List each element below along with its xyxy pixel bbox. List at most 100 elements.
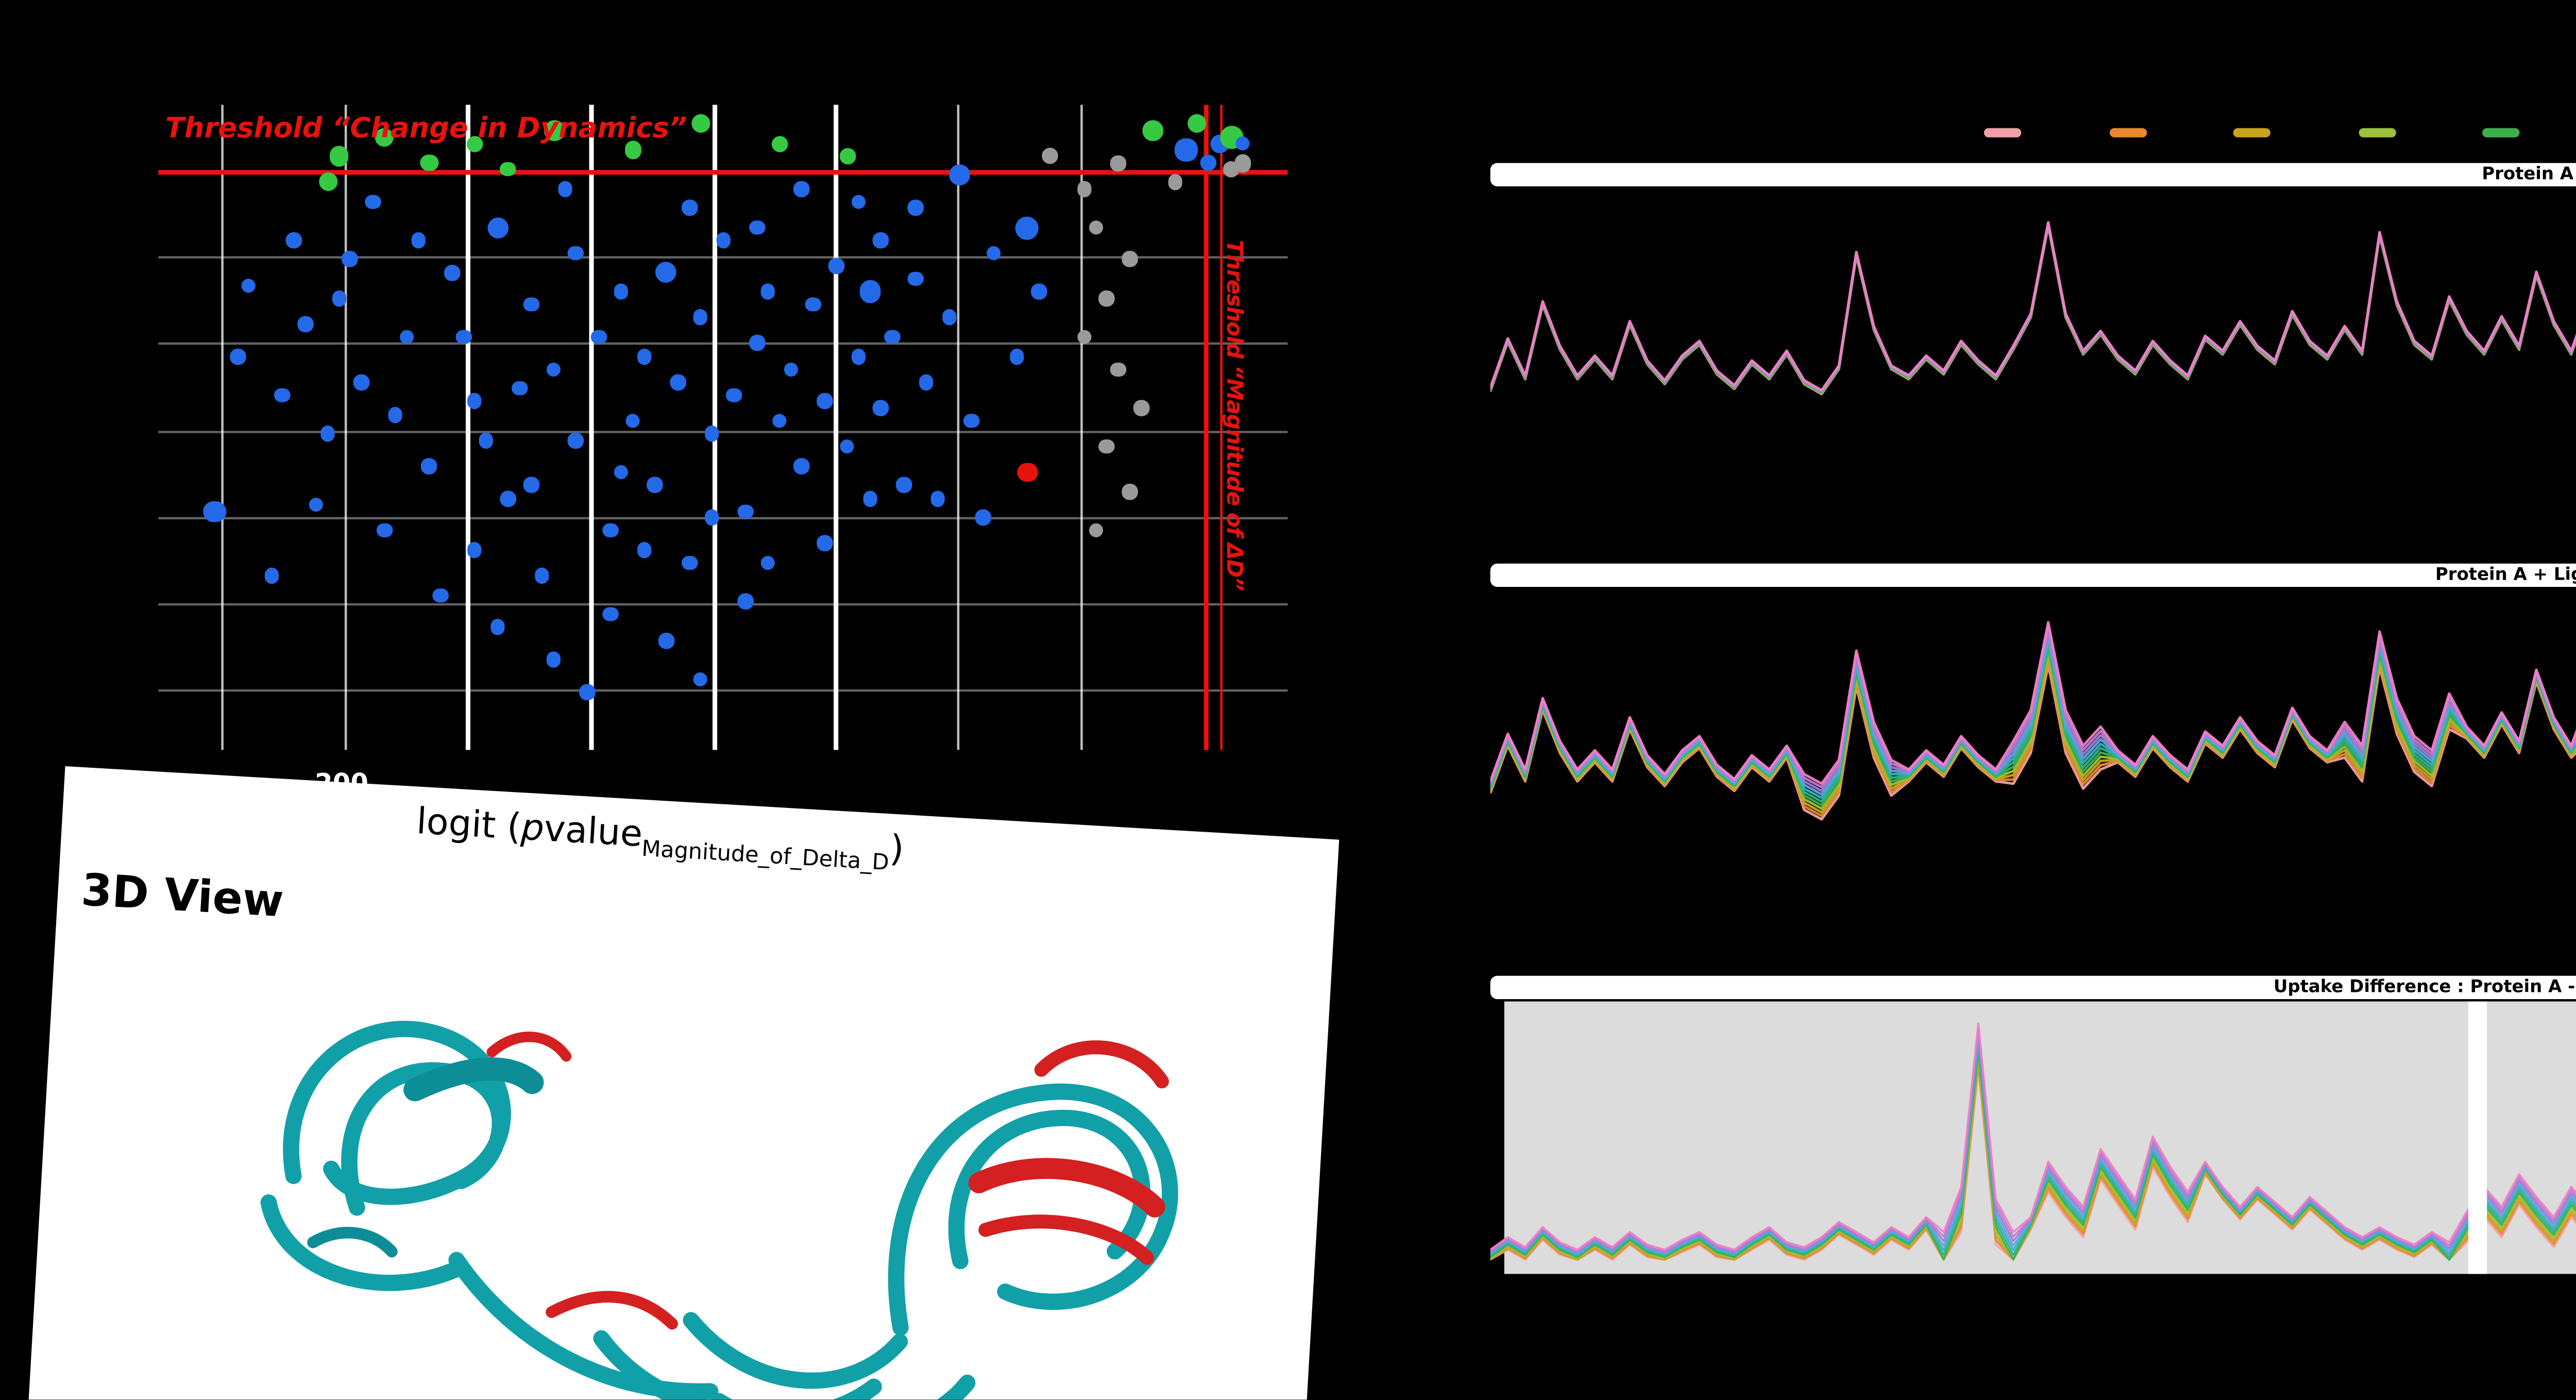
scatter-point[interactable] [817, 394, 833, 410]
scatter-point[interactable] [1088, 522, 1104, 538]
scatter-point[interactable] [704, 510, 720, 526]
scatter-point[interactable] [568, 432, 584, 448]
scatter-point[interactable] [873, 400, 889, 416]
uptake-chart-protein-a[interactable] [1490, 189, 2576, 545]
scatter-point[interactable] [331, 291, 347, 306]
scatter-point[interactable] [329, 146, 349, 167]
protein-3d-structure[interactable] [120, 934, 1265, 1400]
scatter-point[interactable] [365, 194, 381, 210]
scatter-point[interactable] [286, 232, 302, 248]
scatter-point[interactable] [309, 497, 325, 513]
scatter-point[interactable] [851, 194, 867, 210]
scatter-point[interactable] [1175, 139, 1197, 161]
scatter-point[interactable] [1167, 174, 1183, 190]
scatter-point[interactable] [421, 458, 437, 474]
scatter-point[interactable] [794, 458, 810, 474]
volcano-plot[interactable]: Threshold “Change in Dynamics” Threshold… [158, 105, 1288, 750]
view3d-panel[interactable]: logit (pvalueMagnitude_of_Delta_D) 3D Vi… [25, 766, 1340, 1400]
scatter-point[interactable] [1188, 114, 1207, 133]
scatter-point[interactable] [975, 510, 991, 526]
legend-swatch[interactable] [2358, 128, 2395, 137]
scatter-point[interactable] [760, 555, 776, 571]
scatter-point[interactable] [656, 262, 677, 283]
scatter-point[interactable] [681, 555, 697, 571]
scatter-point[interactable] [691, 114, 710, 133]
scatter-point[interactable] [534, 568, 550, 584]
scatter-point[interactable] [794, 181, 810, 197]
scatter-point[interactable] [1018, 462, 1038, 482]
scatter-point[interactable] [410, 232, 426, 248]
scatter-point[interactable] [376, 522, 392, 538]
scatter-point[interactable] [523, 297, 539, 313]
scatter-point[interactable] [907, 200, 923, 216]
scatter-point[interactable] [873, 232, 889, 248]
scatter-point[interactable] [670, 374, 686, 390]
scatter-point[interactable] [318, 173, 337, 192]
scatter-point[interactable] [625, 413, 640, 429]
uptake-chart-protein-a-ligand[interactable] [1490, 589, 2576, 962]
scatter-point[interactable] [851, 348, 867, 364]
scatter-point[interactable] [636, 348, 652, 364]
scatter-point[interactable] [399, 329, 415, 345]
scatter-point[interactable] [602, 522, 618, 538]
scatter-point[interactable] [828, 258, 844, 274]
scatter-point[interactable] [614, 284, 629, 300]
scatter-point[interactable] [375, 127, 394, 147]
scatter-point[interactable] [839, 148, 855, 164]
legend-swatch[interactable] [2108, 128, 2146, 137]
scatter-point[interactable] [771, 135, 788, 152]
scatter-point[interactable] [568, 245, 584, 261]
scatter-point[interactable] [1042, 148, 1059, 165]
scatter-point[interactable] [858, 280, 882, 303]
scatter-point[interactable] [986, 245, 1002, 261]
scatter-point[interactable] [726, 387, 742, 403]
scatter-point[interactable] [557, 181, 573, 197]
scatter-point[interactable] [512, 381, 528, 397]
scatter-point[interactable] [839, 438, 855, 454]
scatter-point[interactable] [1076, 329, 1092, 345]
scatter-point[interactable] [896, 478, 912, 493]
scatter-point[interactable] [614, 465, 629, 480]
scatter-point[interactable] [805, 297, 821, 313]
scatter-point[interactable] [455, 329, 471, 345]
scatter-point[interactable] [478, 432, 494, 448]
scatter-point[interactable] [543, 120, 564, 141]
legend-swatch[interactable] [1984, 128, 2022, 137]
scatter-point[interactable] [749, 335, 765, 351]
scatter-point[interactable] [1200, 154, 1217, 172]
scatter-point[interactable] [1088, 220, 1104, 235]
scatter-point[interactable] [229, 348, 245, 364]
scatter-point[interactable] [1099, 438, 1115, 454]
scatter-point[interactable] [749, 220, 765, 235]
scatter-point[interactable] [1110, 361, 1126, 377]
scatter-point[interactable] [783, 361, 799, 377]
scatter-point[interactable] [636, 542, 652, 558]
scatter-point[interactable] [297, 316, 313, 332]
scatter-point[interactable] [580, 684, 596, 700]
scatter-point[interactable] [320, 426, 336, 442]
scatter-point[interactable] [500, 491, 516, 506]
scatter-point[interactable] [760, 284, 776, 300]
scatter-point[interactable] [489, 619, 505, 635]
scatter-point[interactable] [772, 413, 787, 429]
scatter-point[interactable] [1234, 136, 1251, 151]
scatter-point[interactable] [907, 271, 923, 287]
scatter-point[interactable] [692, 671, 708, 687]
scatter-point[interactable] [658, 632, 674, 648]
scatter-point[interactable] [950, 165, 971, 186]
scatter-point[interactable] [486, 216, 508, 239]
scatter-point[interactable] [1110, 155, 1126, 171]
scatter-point[interactable] [919, 374, 934, 390]
scatter-point[interactable] [546, 652, 562, 667]
scatter-point[interactable] [1222, 160, 1241, 178]
scatter-point[interactable] [862, 491, 878, 506]
scatter-point[interactable] [817, 535, 833, 551]
scatter-point[interactable] [647, 478, 663, 493]
scatter-point[interactable] [467, 542, 483, 558]
scatter-point[interactable] [343, 251, 358, 267]
scatter-point[interactable] [963, 413, 979, 429]
legend-swatch[interactable] [2233, 128, 2270, 137]
scatter-point[interactable] [602, 606, 618, 622]
scatter-point[interactable] [1133, 400, 1149, 416]
scatter-point[interactable] [738, 503, 754, 519]
